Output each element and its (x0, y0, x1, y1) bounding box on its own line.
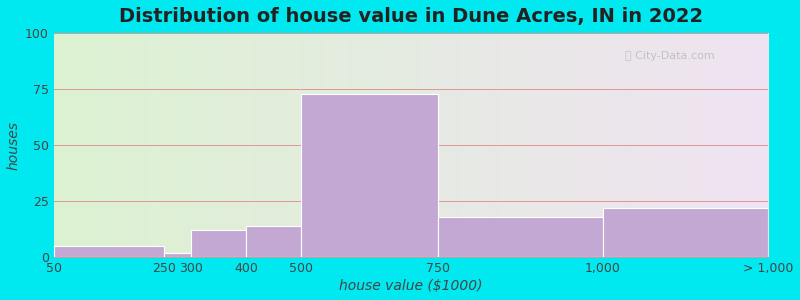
Bar (603, 208, 768, 257)
Bar (246, 226, 301, 257)
Text: ⓘ City-Data.com: ⓘ City-Data.com (625, 51, 715, 61)
Bar (301, 94, 438, 257)
Bar (191, 230, 246, 257)
Title: Distribution of house value in Dune Acres, IN in 2022: Distribution of house value in Dune Acre… (118, 7, 703, 26)
Y-axis label: houses: houses (7, 121, 21, 170)
Bar (164, 253, 191, 257)
Bar (438, 217, 603, 257)
Bar (54, 246, 164, 257)
X-axis label: house value ($1000): house value ($1000) (339, 279, 482, 293)
